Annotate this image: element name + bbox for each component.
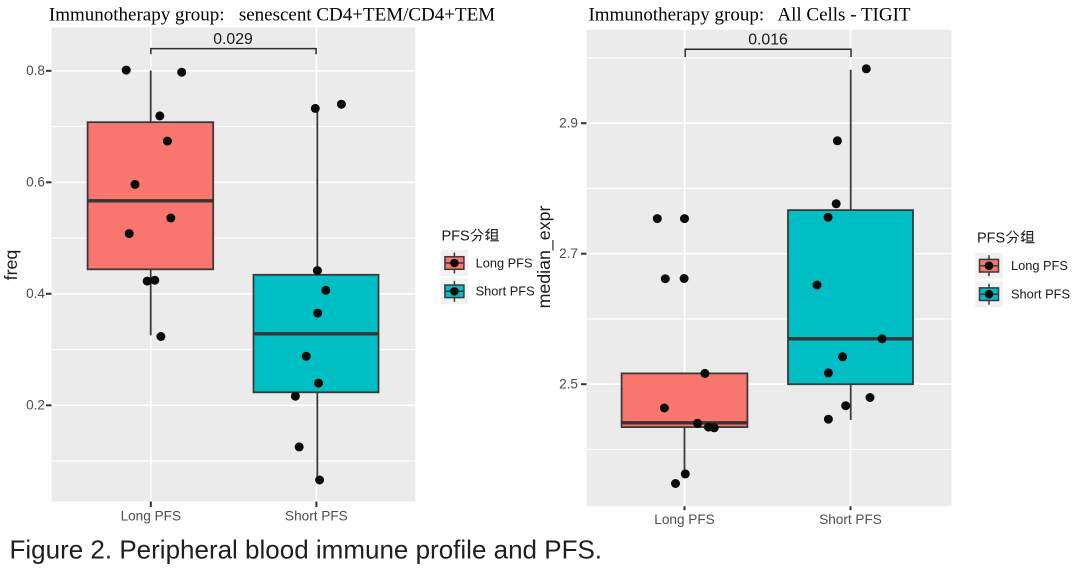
svg-text:Figure 2. Peripheral blood imm: Figure 2. Peripheral blood immune profil… bbox=[10, 535, 603, 565]
svg-text:PFS: PFS bbox=[442, 229, 470, 245]
svg-text:median_expr: median_expr bbox=[534, 206, 555, 309]
svg-text:Short PFS: Short PFS bbox=[1011, 287, 1070, 302]
svg-text:Long PFS: Long PFS bbox=[121, 509, 181, 524]
svg-text:0.6: 0.6 bbox=[26, 175, 45, 190]
svg-text:Short PFS: Short PFS bbox=[285, 509, 348, 524]
svg-text:Immunotherapy group: senesce: Immunotherapy group: senescent CD4+TEM/C… bbox=[49, 4, 495, 25]
svg-text:0.8: 0.8 bbox=[26, 63, 45, 78]
svg-text:Long PFS: Long PFS bbox=[1011, 258, 1068, 273]
svg-text:2.5: 2.5 bbox=[559, 377, 578, 392]
svg-text:0.016: 0.016 bbox=[748, 32, 788, 49]
svg-text:Short PFS: Short PFS bbox=[476, 284, 535, 299]
svg-text:PFS: PFS bbox=[977, 230, 1005, 246]
svg-text:2.7: 2.7 bbox=[559, 246, 578, 261]
svg-text:Immunotherapy group: All Cel: Immunotherapy group: All Cells - TIGIT bbox=[588, 4, 910, 25]
svg-text:0.029: 0.029 bbox=[213, 31, 253, 48]
svg-text:2.9: 2.9 bbox=[559, 116, 578, 131]
svg-text:Long PFS: Long PFS bbox=[476, 255, 533, 270]
svg-text:freq: freq bbox=[1, 250, 21, 281]
svg-text:0.2: 0.2 bbox=[26, 398, 45, 413]
svg-text:Long PFS: Long PFS bbox=[654, 512, 714, 527]
svg-text:0.4: 0.4 bbox=[26, 286, 45, 301]
svg-text:Short PFS: Short PFS bbox=[819, 512, 882, 527]
